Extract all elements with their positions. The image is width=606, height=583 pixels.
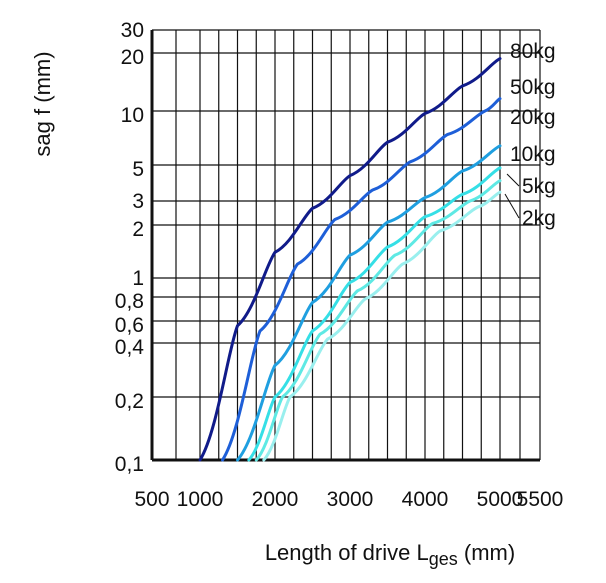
y-tick-label: 0,2: [115, 390, 144, 413]
x-axis-title-main: Length of drive L: [265, 540, 429, 565]
y-tick-label: 0,4: [115, 336, 145, 359]
y-tick-label: 3: [132, 190, 144, 213]
legend-label-5kg: 5kg: [522, 175, 556, 198]
y-tick-label: 10: [121, 104, 144, 127]
legend-label-2kg: 2kg: [522, 207, 556, 230]
series-line-2kg: [262, 190, 502, 462]
y-tick-label: 30: [121, 19, 144, 42]
x-tick-label: 5500: [517, 488, 564, 511]
y-axis-title: sag f (mm): [30, 51, 55, 156]
x-axis-title-subscript: ges: [429, 549, 458, 569]
series-line-20kg: [236, 144, 502, 462]
x-axis-title-unit: (mm): [458, 540, 515, 565]
legend-label-20kg: 20kg: [510, 106, 556, 129]
x-axis-title: Length of drive Lges (mm): [265, 540, 515, 569]
legend-label-10kg: 10kg: [510, 143, 556, 166]
x-tick-label: 2000: [252, 488, 299, 511]
x-tick-label: 5000: [477, 488, 524, 511]
y-tick-label: 0,6: [115, 314, 144, 337]
y-tick-labels: 0,1 0,2 0,40,60,81 2 3 5 10 20 30: [115, 19, 145, 476]
series-line-10kg: [247, 166, 502, 462]
x-tick-label: 1000: [177, 488, 224, 511]
legend: 80kg 50kg 20kg 10kg 5kg 2kg: [504, 40, 556, 230]
legend-leader-line: [504, 193, 520, 219]
legend-label-80kg: 80kg: [510, 40, 556, 63]
y-tick-label: 0,1: [115, 453, 144, 476]
y-tick-label: 2: [132, 218, 144, 241]
series-lines: [198, 57, 502, 462]
y-tick-label: 0,8: [115, 290, 144, 313]
y-tick-label: 1: [132, 267, 144, 290]
series-line-50kg: [221, 97, 502, 462]
y-tick-label: 5: [132, 158, 144, 181]
series-line-5kg: [254, 179, 502, 462]
x-tick-label: 500: [134, 488, 169, 511]
grid: [150, 29, 541, 462]
x-tick-label: 4000: [402, 488, 449, 511]
legend-label-50kg: 50kg: [510, 76, 556, 99]
y-tick-label: 20: [121, 46, 144, 69]
series-line-80kg: [198, 57, 502, 462]
legend-leader-line: [506, 173, 520, 187]
x-tick-label: 3000: [327, 488, 374, 511]
